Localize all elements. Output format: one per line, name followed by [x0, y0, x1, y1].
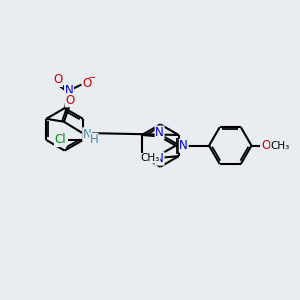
Text: O: O	[262, 139, 271, 152]
Text: O: O	[53, 74, 62, 86]
Text: N: N	[155, 126, 164, 139]
Text: CH₃: CH₃	[271, 141, 290, 151]
Text: N: N	[65, 84, 74, 97]
Text: −: −	[88, 73, 96, 83]
Text: O: O	[65, 94, 74, 107]
Text: CH₃: CH₃	[141, 153, 160, 163]
Text: N: N	[83, 128, 92, 141]
Text: Cl: Cl	[55, 134, 66, 146]
Text: N: N	[155, 152, 164, 165]
Text: H: H	[89, 133, 98, 146]
Text: O: O	[83, 77, 92, 90]
Text: N: N	[179, 139, 188, 152]
